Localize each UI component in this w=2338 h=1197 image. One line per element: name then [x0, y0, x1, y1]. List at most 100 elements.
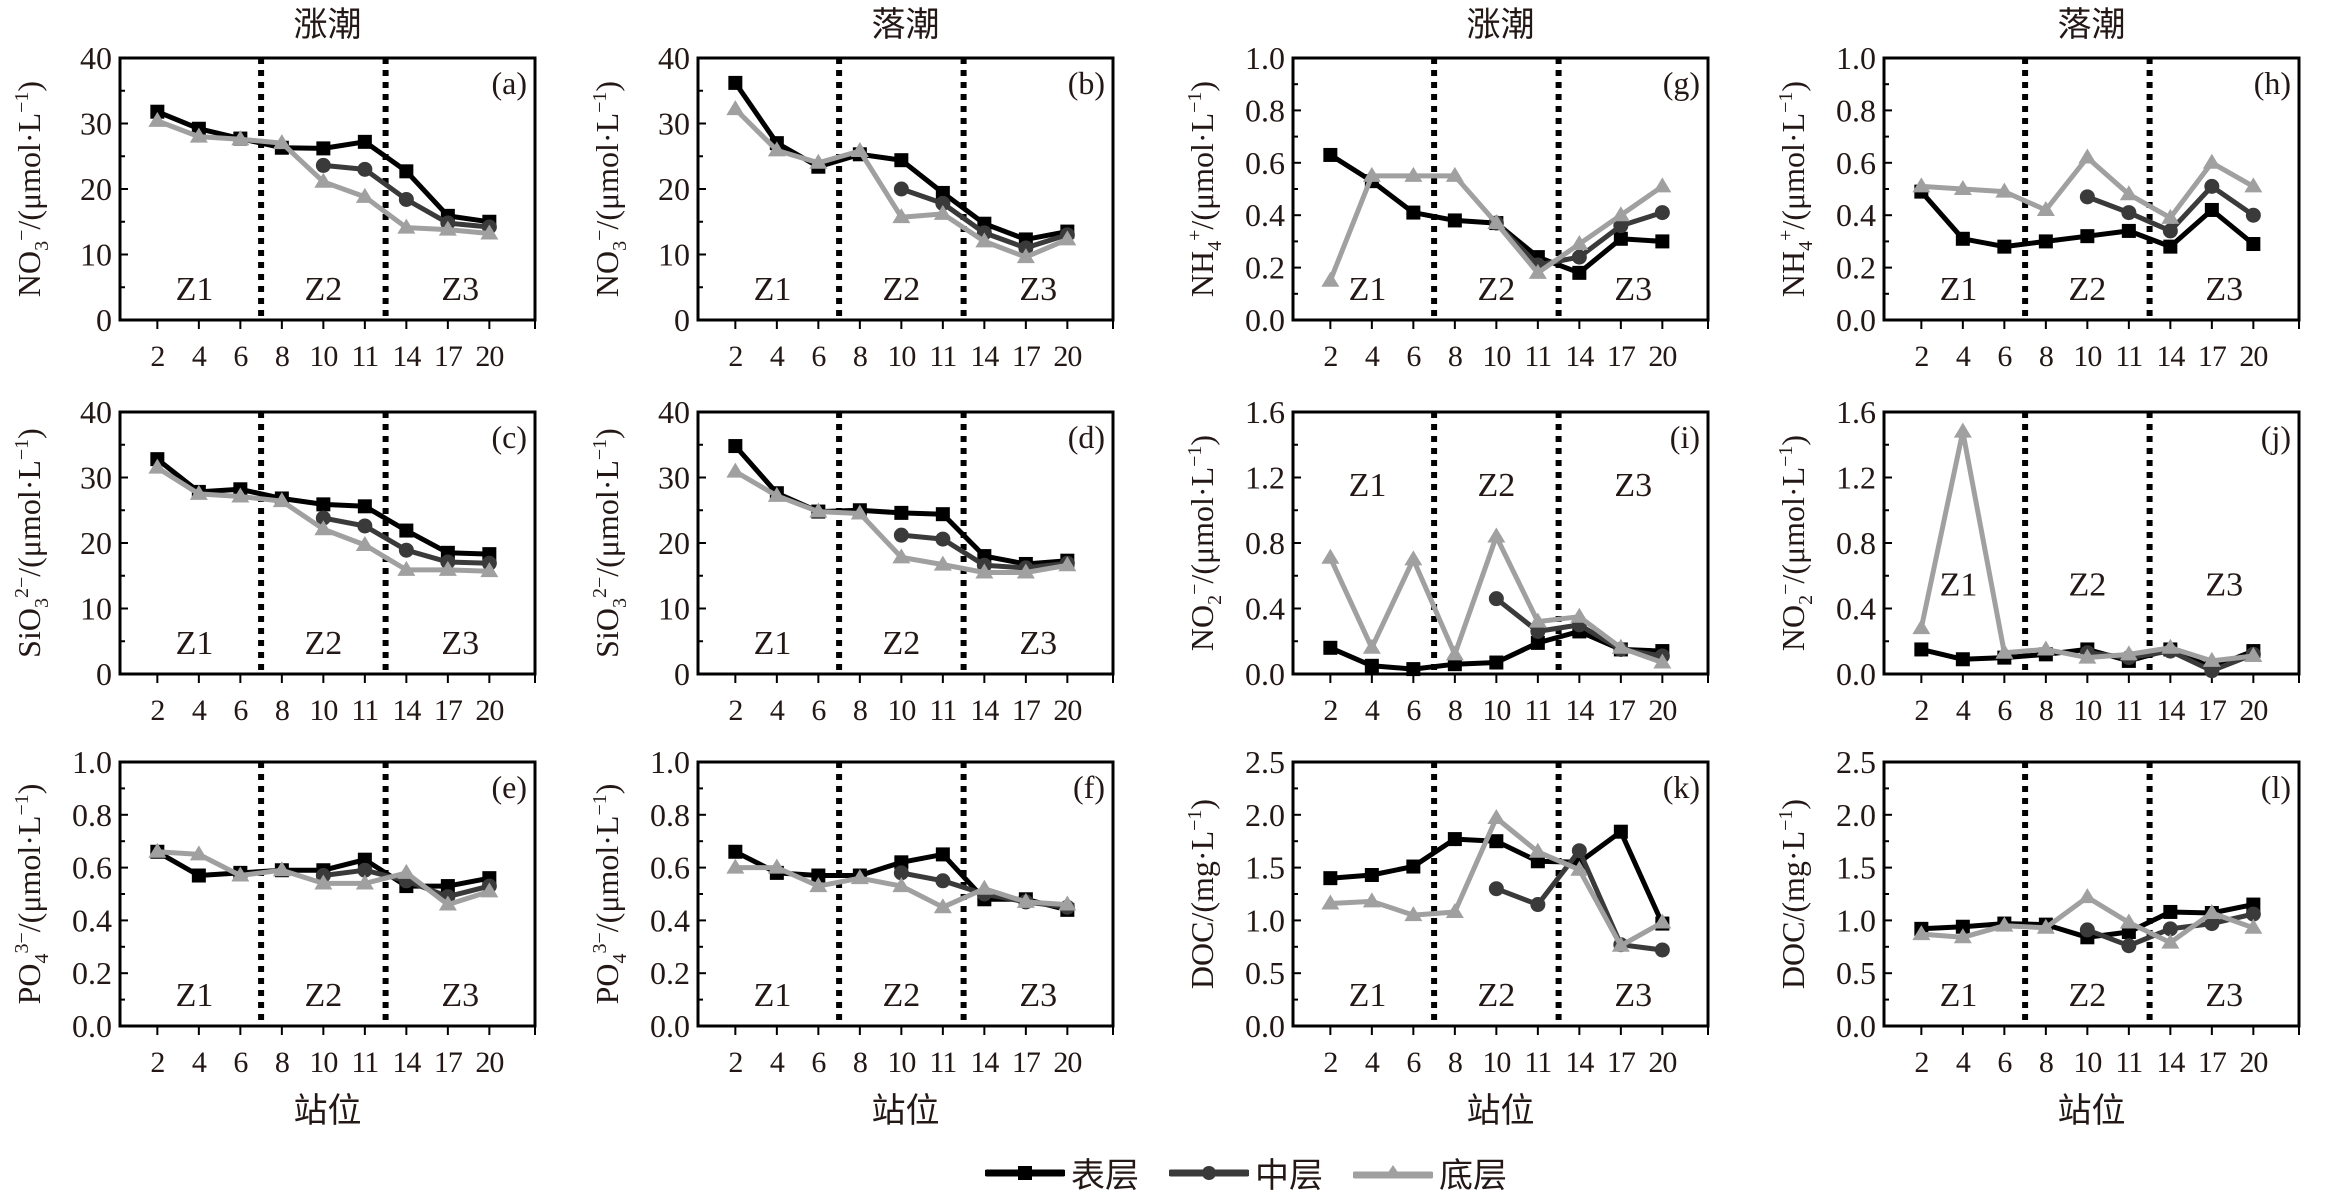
x-tick-label: 14 [1565, 340, 1594, 373]
y-tick-label: 0.2 [650, 955, 690, 991]
x-tick-label: 10 [887, 694, 915, 727]
data-point-square [1914, 642, 1929, 657]
y-axis-title-part: −1 [589, 439, 611, 460]
x-tick-label: 14 [392, 694, 421, 727]
data-point-circle [2204, 916, 2220, 932]
y-tick-label: 10 [658, 591, 690, 627]
data-point-square [1323, 640, 1338, 655]
data-point-square [357, 499, 372, 514]
x-tick-label: 10 [2073, 694, 2101, 727]
data-point-triangle [148, 842, 167, 858]
y-tick-label: 2.5 [1245, 744, 1285, 780]
x-tick-label: 4 [192, 1046, 207, 1079]
x-tick-label: 11 [2115, 694, 2142, 727]
y-axis-title-part: /(μmol·L [1775, 467, 1811, 584]
panel-label: (l) [2261, 769, 2291, 805]
y-tick-label: 0.4 [1245, 591, 1285, 627]
data-point-circle [1530, 897, 1546, 913]
x-axis-label: 站位 [2058, 1092, 2126, 1130]
x-tick-label: 11 [1524, 694, 1551, 727]
x-tick-label: 8 [853, 340, 867, 373]
x-tick-label: 17 [1012, 1046, 1041, 1079]
data-point-triangle [1445, 902, 1464, 918]
data-point-triangle [1912, 177, 1931, 193]
y-axis-title-part: 3− [589, 932, 611, 953]
y-axis-title-part: /(μmol·L [589, 460, 625, 577]
data-point-square [1406, 205, 1421, 220]
zone-label: Z1 [1940, 566, 1978, 603]
data-point-triangle [438, 895, 457, 911]
data-point-triangle [892, 548, 911, 564]
x-tick-label: 10 [887, 340, 915, 373]
y-axis-title-part: −1 [1184, 92, 1206, 113]
y-tick-label: 1.0 [1245, 902, 1285, 938]
y-tick-label: 0.8 [650, 797, 690, 833]
y-tick-label: 2.0 [1245, 797, 1285, 833]
data-point-triangle [1953, 422, 1972, 438]
data-point-triangle [1912, 925, 1931, 941]
zone-label: Z3 [1614, 467, 1652, 504]
panel-label: (e) [491, 769, 527, 805]
zone-label: Z1 [1349, 271, 1387, 308]
y-tick-label: 1.0 [1245, 40, 1285, 76]
y-axis-title-part: ) [1775, 435, 1811, 446]
y-tick-label: 1.6 [1836, 394, 1876, 430]
data-point-square [191, 868, 206, 883]
y-tick-label: 0.0 [1245, 302, 1285, 338]
y-axis-title-part: −1 [1184, 446, 1206, 467]
data-point-triangle [231, 866, 250, 882]
y-tick-label: 2.5 [1836, 744, 1876, 780]
data-point-triangle [1445, 166, 1464, 182]
data-point-triangle [2161, 933, 2180, 949]
data-point-triangle [726, 100, 745, 116]
zone-label: Z1 [1940, 977, 1978, 1014]
y-axis-title-part: 2 [1795, 595, 1817, 605]
y-axis-title: NO3−/(μmol·L−1) [11, 81, 53, 297]
column-title: 落潮 [872, 7, 940, 44]
data-point-square [935, 185, 950, 200]
data-point-triangle [1321, 894, 1340, 910]
x-tick-label: 4 [770, 1046, 785, 1079]
data-point-square [357, 134, 372, 149]
x-tick-label: 10 [2073, 340, 2101, 373]
data-point-square [1955, 919, 1970, 934]
legend-label: 底层 [1439, 1158, 1507, 1195]
y-axis-title-part: /(μmol·L [1775, 113, 1811, 230]
y-axis-title-part: /(μmol·L [11, 113, 47, 230]
data-point-triangle [1653, 177, 1672, 193]
data-point-triangle [892, 208, 911, 224]
data-point-triangle [1528, 842, 1547, 858]
data-point-triangle [1445, 645, 1464, 661]
data-point-square [728, 439, 743, 454]
x-tick-label: 2 [728, 1046, 742, 1079]
x-tick-label: 10 [2073, 1046, 2101, 1079]
panel-label: (a) [491, 65, 527, 101]
x-tick-label: 6 [1997, 694, 2012, 727]
y-tick-label: 0.4 [72, 902, 112, 938]
x-tick-label: 11 [1524, 340, 1551, 373]
y-tick-label: 1.0 [72, 744, 112, 780]
column-title: 落潮 [2058, 7, 2126, 44]
y-tick-label: 1.0 [650, 744, 690, 780]
y-axis-title: SiO32−/(μmol·L−1) [589, 428, 631, 658]
zone-label: Z1 [754, 977, 792, 1014]
x-tick-label: 11 [351, 694, 378, 727]
x-tick-label: 17 [2198, 340, 2227, 373]
x-tick-label: 17 [434, 1046, 463, 1079]
zone-label: Z2 [304, 977, 342, 1014]
data-point-triangle [850, 142, 869, 158]
data-point-triangle [189, 127, 208, 143]
x-tick-label: 2 [1914, 1046, 1928, 1079]
series-line-surface [1328, 152, 1663, 276]
y-axis-title-part: ) [1184, 799, 1220, 810]
data-point-circle [893, 865, 909, 881]
data-point-circle [2204, 178, 2220, 194]
zone-label: Z1 [754, 625, 792, 662]
x-tick-label: 17 [1012, 340, 1041, 373]
x-tick-label: 10 [309, 1046, 337, 1079]
x-tick-label: 6 [1406, 694, 1421, 727]
y-axis-title-part: SiO [589, 608, 625, 658]
x-tick-label: 17 [1607, 340, 1636, 373]
